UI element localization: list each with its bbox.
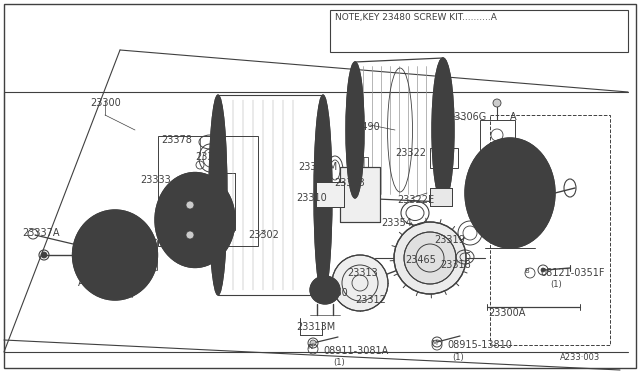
Text: B: B xyxy=(525,268,529,274)
Circle shape xyxy=(404,232,456,284)
Text: 23322: 23322 xyxy=(395,148,426,158)
Bar xyxy=(430,148,458,168)
Bar xyxy=(352,157,368,167)
Text: 23319M: 23319M xyxy=(298,162,337,172)
Text: 08911-3081A: 08911-3081A xyxy=(323,346,388,356)
Circle shape xyxy=(332,255,388,311)
Bar xyxy=(340,167,380,222)
Bar xyxy=(316,182,344,207)
Text: 23318: 23318 xyxy=(440,260,471,270)
Text: 23465: 23465 xyxy=(405,255,436,265)
Text: 23300A: 23300A xyxy=(488,308,525,318)
Text: M: M xyxy=(431,340,437,346)
Text: NOTE,KEY 23480 SCREW KIT..........A: NOTE,KEY 23480 SCREW KIT..........A xyxy=(335,13,497,22)
Ellipse shape xyxy=(155,173,235,267)
Ellipse shape xyxy=(72,210,157,300)
Circle shape xyxy=(394,222,466,294)
Text: 08915-13810: 08915-13810 xyxy=(447,340,512,350)
Text: 23312: 23312 xyxy=(355,295,386,305)
Text: (1): (1) xyxy=(550,280,562,289)
Bar xyxy=(330,10,628,52)
Text: 23313: 23313 xyxy=(347,268,378,278)
Text: A233·003: A233·003 xyxy=(560,353,600,362)
Text: N: N xyxy=(307,344,312,350)
Text: 23300: 23300 xyxy=(90,98,121,108)
Circle shape xyxy=(541,268,545,272)
Text: 23319: 23319 xyxy=(434,235,465,245)
Bar xyxy=(490,115,610,345)
Ellipse shape xyxy=(314,95,332,295)
Text: 23306G: 23306G xyxy=(448,112,486,122)
Circle shape xyxy=(186,231,194,239)
Text: (1): (1) xyxy=(452,353,464,362)
Ellipse shape xyxy=(100,239,130,271)
Text: 23360: 23360 xyxy=(317,288,348,298)
Bar xyxy=(430,188,452,206)
Text: 23333: 23333 xyxy=(140,175,171,185)
Text: 23490: 23490 xyxy=(349,122,380,132)
Text: 23302: 23302 xyxy=(248,230,279,240)
Text: 23322E: 23322E xyxy=(397,195,434,205)
Text: A: A xyxy=(78,278,84,288)
Circle shape xyxy=(41,252,47,258)
Text: 23380: 23380 xyxy=(185,250,216,260)
Text: 23313M: 23313M xyxy=(296,322,335,332)
Ellipse shape xyxy=(432,58,454,202)
Bar xyxy=(340,167,380,222)
Ellipse shape xyxy=(346,62,364,198)
Text: (1): (1) xyxy=(333,358,345,367)
Bar xyxy=(158,136,258,246)
Circle shape xyxy=(310,340,316,346)
Text: 23354: 23354 xyxy=(381,218,412,228)
Circle shape xyxy=(493,99,501,107)
Bar xyxy=(430,188,452,206)
Circle shape xyxy=(186,201,194,209)
Text: 08121-0351F: 08121-0351F xyxy=(540,268,605,278)
Text: 23378: 23378 xyxy=(161,135,192,145)
Text: 23310: 23310 xyxy=(296,193,327,203)
Text: 23337: 23337 xyxy=(105,290,136,300)
Text: A: A xyxy=(510,112,516,122)
Ellipse shape xyxy=(465,138,555,248)
Text: 23337A: 23337A xyxy=(22,228,60,238)
Bar xyxy=(316,182,344,207)
Ellipse shape xyxy=(209,95,227,295)
Ellipse shape xyxy=(310,276,340,304)
Text: 23348: 23348 xyxy=(195,152,226,162)
Bar xyxy=(480,120,515,150)
Text: 23343: 23343 xyxy=(334,178,365,188)
